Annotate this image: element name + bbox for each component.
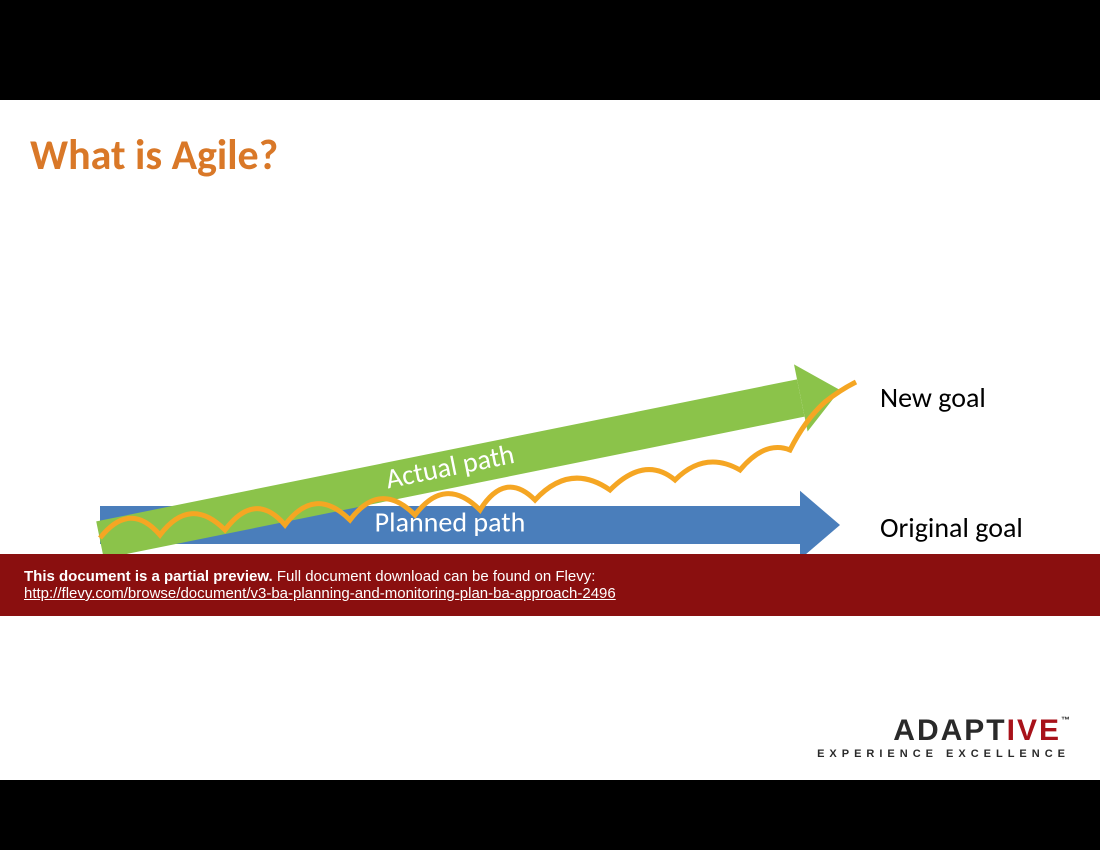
logo-tagline: EXPERIENCE EXCELLENCE (817, 748, 1070, 760)
preview-banner: This document is a partial preview. Full… (0, 554, 1100, 616)
logo-text-red: IVE (1007, 714, 1061, 747)
logo-text-dark: ADAPT (893, 714, 1006, 747)
svg-text:Planned path: Planned path (375, 505, 526, 540)
banner-link[interactable]: http://flevy.com/browse/document/v3-ba-p… (24, 585, 616, 602)
agile-diagram: Planned path Actual path New goal Origin… (50, 330, 1050, 590)
diagram-svg: Planned path Actual path (50, 330, 1050, 590)
brand-logo: ADAPTIVE™ EXPERIENCE EXCELLENCE (817, 716, 1070, 760)
slide-canvas: What is Agile? Planned path Actual path … (0, 100, 1100, 780)
banner-bold: This document is a partial preview. (24, 568, 273, 585)
new-goal-label: New goal (880, 380, 986, 415)
original-goal-label: Original goal (880, 510, 1023, 545)
logo-tm: ™ (1061, 715, 1070, 725)
banner-rest: Full document download can be found on F… (273, 568, 596, 585)
slide-title: What is Agile? (30, 130, 278, 181)
